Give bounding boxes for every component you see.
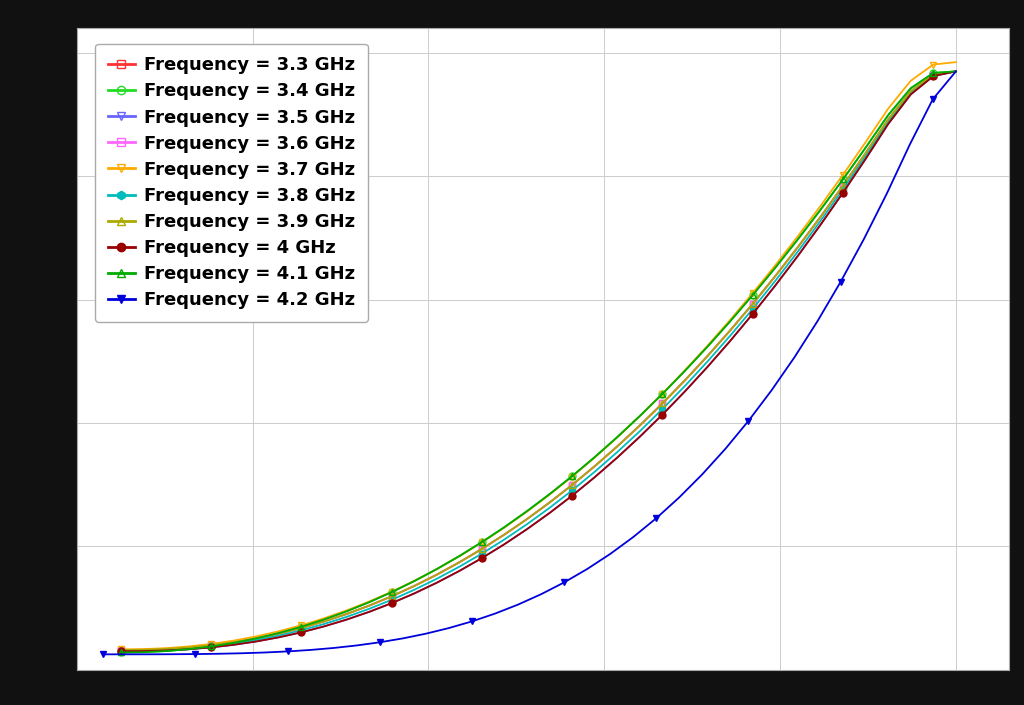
Legend: Frequency = 3.3 GHz, Frequency = 3.4 GHz, Frequency = 3.5 GHz, Frequency = 3.6 G: Frequency = 3.3 GHz, Frequency = 3.4 GHz… [95, 44, 368, 322]
